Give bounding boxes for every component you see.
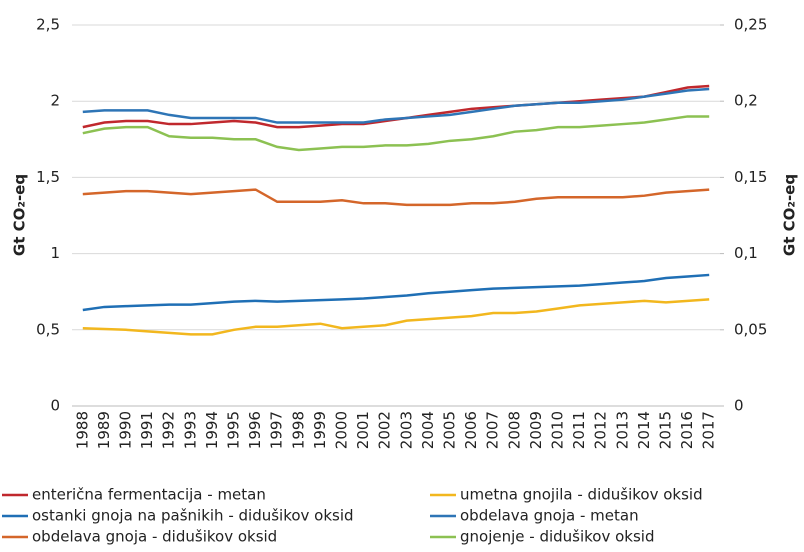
x-tick-label: 2015: [657, 411, 675, 449]
x-tick-label: 2003: [397, 411, 415, 449]
y-tick-label: 2,5: [36, 16, 60, 34]
x-tick-label: 1989: [95, 411, 113, 449]
x-tick-label: 2007: [484, 411, 502, 449]
x-tick-label: 2001: [354, 411, 372, 449]
series-line: [82, 298, 710, 336]
y-tick-label: 2: [50, 92, 60, 110]
y2-tick-label: 0: [734, 397, 744, 415]
x-tick-label: 2017: [700, 411, 718, 449]
x-tick-label: 1990: [117, 411, 135, 449]
y-tick-label: 0: [50, 397, 60, 415]
y-tick-label: 1: [50, 244, 60, 262]
y-axis-title: Gt CO₂-eq: [11, 174, 29, 256]
y-tick-label: 0,5: [36, 320, 60, 338]
series-line: [82, 115, 710, 152]
x-tick-label: 2004: [419, 411, 437, 449]
y2-tick-label: 0,1: [734, 244, 758, 262]
legend-label: obdelava gnoja - didušikov oksid: [32, 528, 277, 546]
x-tick-label: 2016: [678, 411, 696, 449]
y-tick-label: 1,5: [36, 168, 60, 186]
x-tick-label: 2006: [462, 411, 480, 449]
legend-label: obdelava gnoja - metan: [460, 507, 639, 525]
x-tick-label: 1996: [246, 411, 264, 449]
legend-label: ostanki gnoja na pašnikih - didušikov ok…: [32, 507, 354, 525]
x-tick-label: 2012: [592, 411, 610, 449]
x-tick-label: 1994: [203, 411, 221, 449]
x-tick-label: 1997: [268, 411, 286, 449]
x-tick-label: 2009: [527, 411, 545, 449]
legend-label: enterična fermentacija - metan: [32, 486, 266, 504]
series-line: [82, 84, 710, 129]
x-tick-label: 2010: [549, 411, 567, 449]
x-tick-label: 1988: [73, 411, 91, 449]
x-tick-label: 1993: [181, 411, 199, 449]
series-line: [82, 273, 710, 312]
y2-tick-label: 0,2: [734, 92, 758, 110]
x-tick-label: 2002: [376, 411, 394, 449]
x-tick-label: 1995: [225, 411, 243, 449]
x-tick-label: 2005: [441, 411, 459, 449]
y2-axis-title: Gt CO₂-eq: [781, 174, 799, 256]
y2-tick-label: 0,25: [734, 16, 767, 34]
x-tick-label: 1992: [160, 411, 178, 449]
x-tick-label: 1991: [138, 411, 156, 449]
legend-label: gnojenje - didušikov oksid: [460, 528, 655, 546]
x-tick-label: 2008: [505, 411, 523, 449]
x-tick-label: 1998: [289, 411, 307, 449]
x-tick-label: 2013: [613, 411, 631, 449]
legend-label: umetna gnojila - didušikov oksid: [460, 486, 703, 504]
y2-tick-label: 0,05: [734, 320, 767, 338]
series-line: [82, 87, 710, 124]
series-line: [82, 188, 710, 207]
y2-tick-label: 0,15: [734, 168, 767, 186]
x-tick-label: 1999: [311, 411, 329, 449]
x-tick-label: 2011: [570, 411, 588, 449]
x-tick-label: 2014: [635, 411, 653, 449]
x-tick-label: 2000: [333, 411, 351, 449]
